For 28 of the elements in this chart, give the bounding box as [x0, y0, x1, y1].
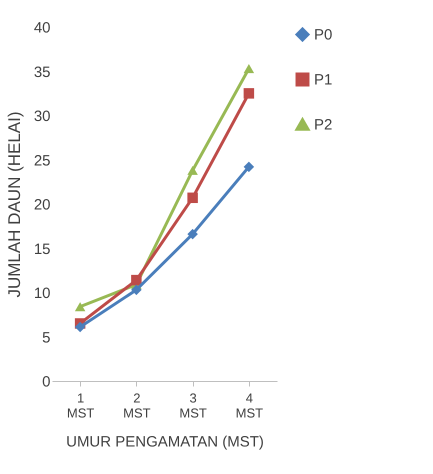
point — [187, 166, 198, 175]
point — [74, 322, 86, 332]
y-tick-label: 25 — [34, 152, 50, 170]
legend-label: P2 — [314, 116, 332, 134]
point — [244, 64, 254, 74]
x-tick-label: 4 MST — [236, 390, 264, 420]
point — [244, 162, 254, 172]
point — [74, 302, 86, 312]
x-axis-title: UMUR PENGAMATAN (MST) — [66, 434, 264, 450]
y-tick-label: 30 — [34, 108, 50, 125]
y-axis-title: JUMLAH DAUN (HELAI) — [4, 111, 24, 298]
point — [187, 228, 198, 240]
y-tick-label: 10 — [34, 285, 50, 302]
y-tick-label: 40 — [34, 20, 50, 36]
y-tick-label: 0 — [42, 374, 50, 390]
legend-label: P1 — [314, 72, 332, 88]
x-tick-label: 1 MST — [66, 390, 94, 420]
x-tick-label: 2 MST — [123, 390, 151, 420]
point — [131, 274, 142, 286]
y-tick-label: 35 — [34, 64, 50, 81]
point — [187, 192, 198, 204]
legend-label: P0 — [314, 26, 332, 44]
x-tick-label: 3 MST — [179, 390, 207, 420]
y-tick-label: 5 — [42, 329, 50, 346]
y-tick-label: 20 — [34, 196, 50, 214]
point — [131, 284, 142, 296]
point — [244, 88, 254, 99]
y-tick-label: 15 — [34, 240, 50, 258]
